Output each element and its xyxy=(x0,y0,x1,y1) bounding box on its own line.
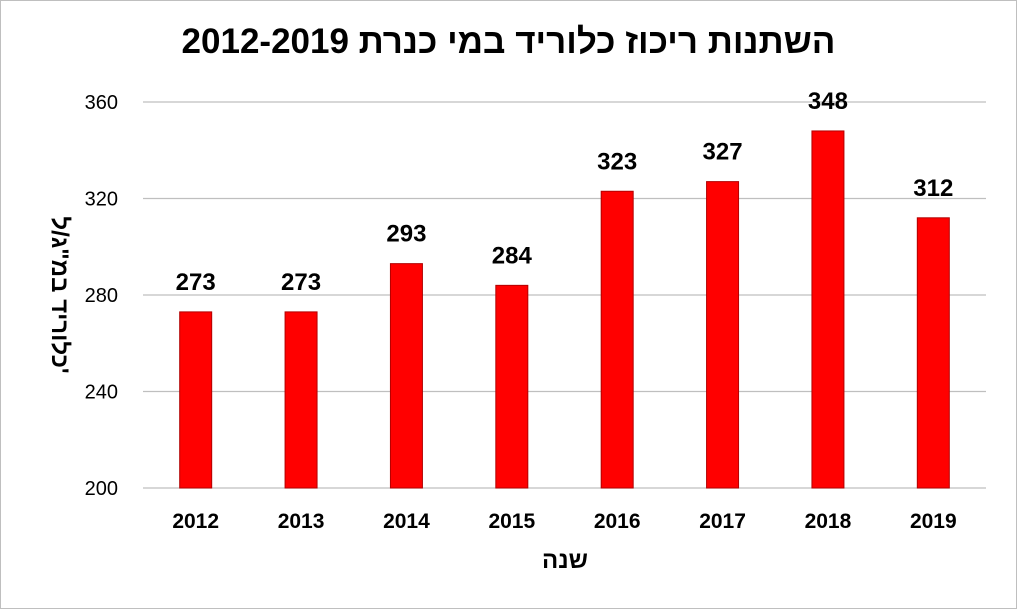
bar-2016 xyxy=(600,190,634,489)
bars xyxy=(179,130,950,489)
data-label: 348 xyxy=(808,88,848,115)
bar-2013 xyxy=(284,311,318,489)
x-tick-label: 2016 xyxy=(594,510,641,533)
data-label: 273 xyxy=(281,269,321,296)
x-axis-label: שנה xyxy=(542,547,588,574)
x-tick-label: 2012 xyxy=(172,510,219,533)
gridlines xyxy=(143,101,986,489)
data-label: 273 xyxy=(176,269,216,296)
bar-2012 xyxy=(179,311,213,489)
y-tick-label: 320 xyxy=(85,189,118,211)
data-label: 327 xyxy=(703,139,743,166)
y-tick-labels: 200 240 280 320 360 xyxy=(85,92,118,500)
y-axis-label: כלוריד במ"ג/ל' xyxy=(46,216,73,373)
y-tick-label: 240 xyxy=(85,382,118,404)
data-label: 293 xyxy=(386,221,426,248)
bar-2015 xyxy=(495,284,529,489)
data-label: 323 xyxy=(597,148,637,175)
y-tick-label: 200 xyxy=(85,478,118,500)
bar-2019 xyxy=(916,217,950,489)
data-label: 284 xyxy=(492,242,533,269)
x-tick-label: 2017 xyxy=(699,510,746,533)
x-tick-label: 2018 xyxy=(805,510,852,533)
x-tick-label: 2013 xyxy=(278,510,325,533)
data-label: 312 xyxy=(913,175,953,202)
y-tick-label: 360 xyxy=(85,92,118,114)
chart-title: השתנות ריכוז כלוריד במי כנרת 2012-2019 xyxy=(181,22,836,61)
bar-2018 xyxy=(811,130,845,489)
x-tick-labels: 2012 2013 2014 2015 2016 2017 2018 2019 xyxy=(172,510,956,533)
x-tick-label: 2014 xyxy=(383,510,430,533)
x-tick-label: 2019 xyxy=(910,510,957,533)
bar-2014 xyxy=(389,263,423,489)
y-tick-label: 280 xyxy=(85,285,118,307)
bar-2017 xyxy=(706,181,740,489)
x-tick-label: 2015 xyxy=(488,510,535,533)
data-labels: 273 273 293 284 323 327 348 312 xyxy=(176,88,954,296)
